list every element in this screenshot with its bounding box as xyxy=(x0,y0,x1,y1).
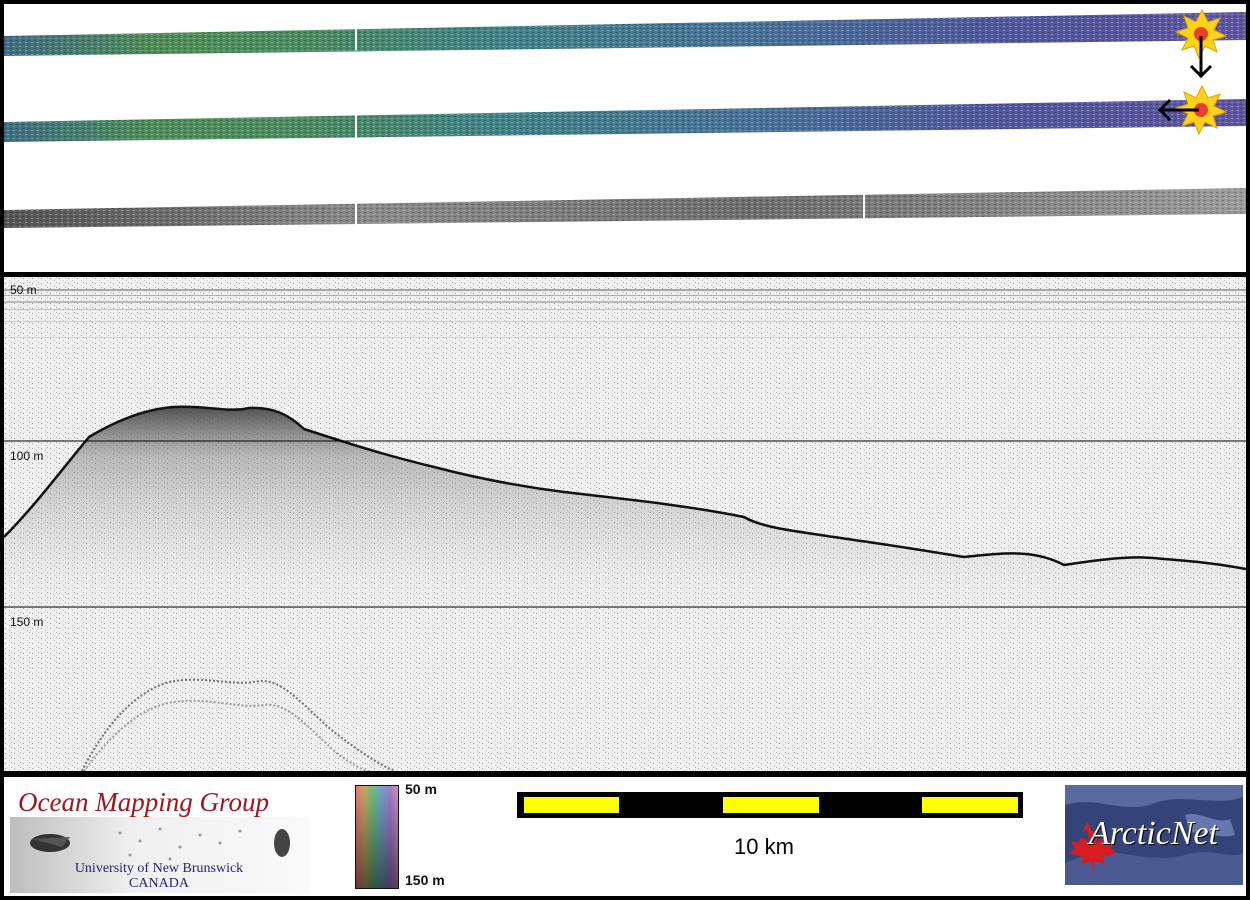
colorbar-top-label: 50 m xyxy=(405,781,437,797)
scale-bar-label: 10 km xyxy=(734,834,794,859)
seabed-line xyxy=(4,405,1246,571)
seabed-return xyxy=(4,406,1246,607)
depth-label-50m: 50 m xyxy=(10,283,37,297)
echogram-panel: 50 m 100 m 150 m xyxy=(4,277,1246,771)
footer-panel: Ocean Mapping Group University of New Br… xyxy=(4,777,1246,896)
omg-logo-subtitle: University of New Brunswick CANADA xyxy=(44,861,274,891)
depth-label-150m: 150 m xyxy=(10,615,44,629)
omg-subtitle-line1: University of New Brunswick xyxy=(74,861,244,876)
maple-leaf-icon xyxy=(1069,821,1117,873)
ship-position-star-icon-2 xyxy=(1174,84,1228,136)
omg-logo-title: Ocean Mapping Group xyxy=(18,787,269,817)
omg-logo-graphic xyxy=(10,817,310,893)
depth-label-100m: 100 m xyxy=(10,449,44,463)
colorbar-bottom-label: 150 m xyxy=(405,872,445,888)
omg-subtitle-line2: CANADA xyxy=(129,876,189,891)
arcticnet-logo-text: ArcticNet xyxy=(1089,815,1219,852)
swath-track-1 xyxy=(4,12,1246,56)
swath-track-2 xyxy=(4,99,1246,142)
multiple-reflection xyxy=(81,678,395,771)
surface-noise-bands xyxy=(4,289,1246,338)
depth-colorbar xyxy=(355,785,399,889)
arrow-down-icon xyxy=(1189,36,1213,79)
swath-map xyxy=(4,8,1246,228)
ocean-mapping-group-logo: Ocean Mapping Group University of New Br… xyxy=(10,781,310,893)
arcticnet-logo: ArcticNet xyxy=(1065,785,1243,885)
arcticnet-map-graphic xyxy=(1065,785,1243,885)
swath-map-panel xyxy=(4,4,1246,272)
arrow-left-icon xyxy=(1157,98,1199,122)
scale-bar xyxy=(517,792,1023,818)
echogram xyxy=(4,277,1246,771)
ship-position-star-icon xyxy=(1174,8,1228,60)
swath-track-sidescan xyxy=(4,188,1246,228)
